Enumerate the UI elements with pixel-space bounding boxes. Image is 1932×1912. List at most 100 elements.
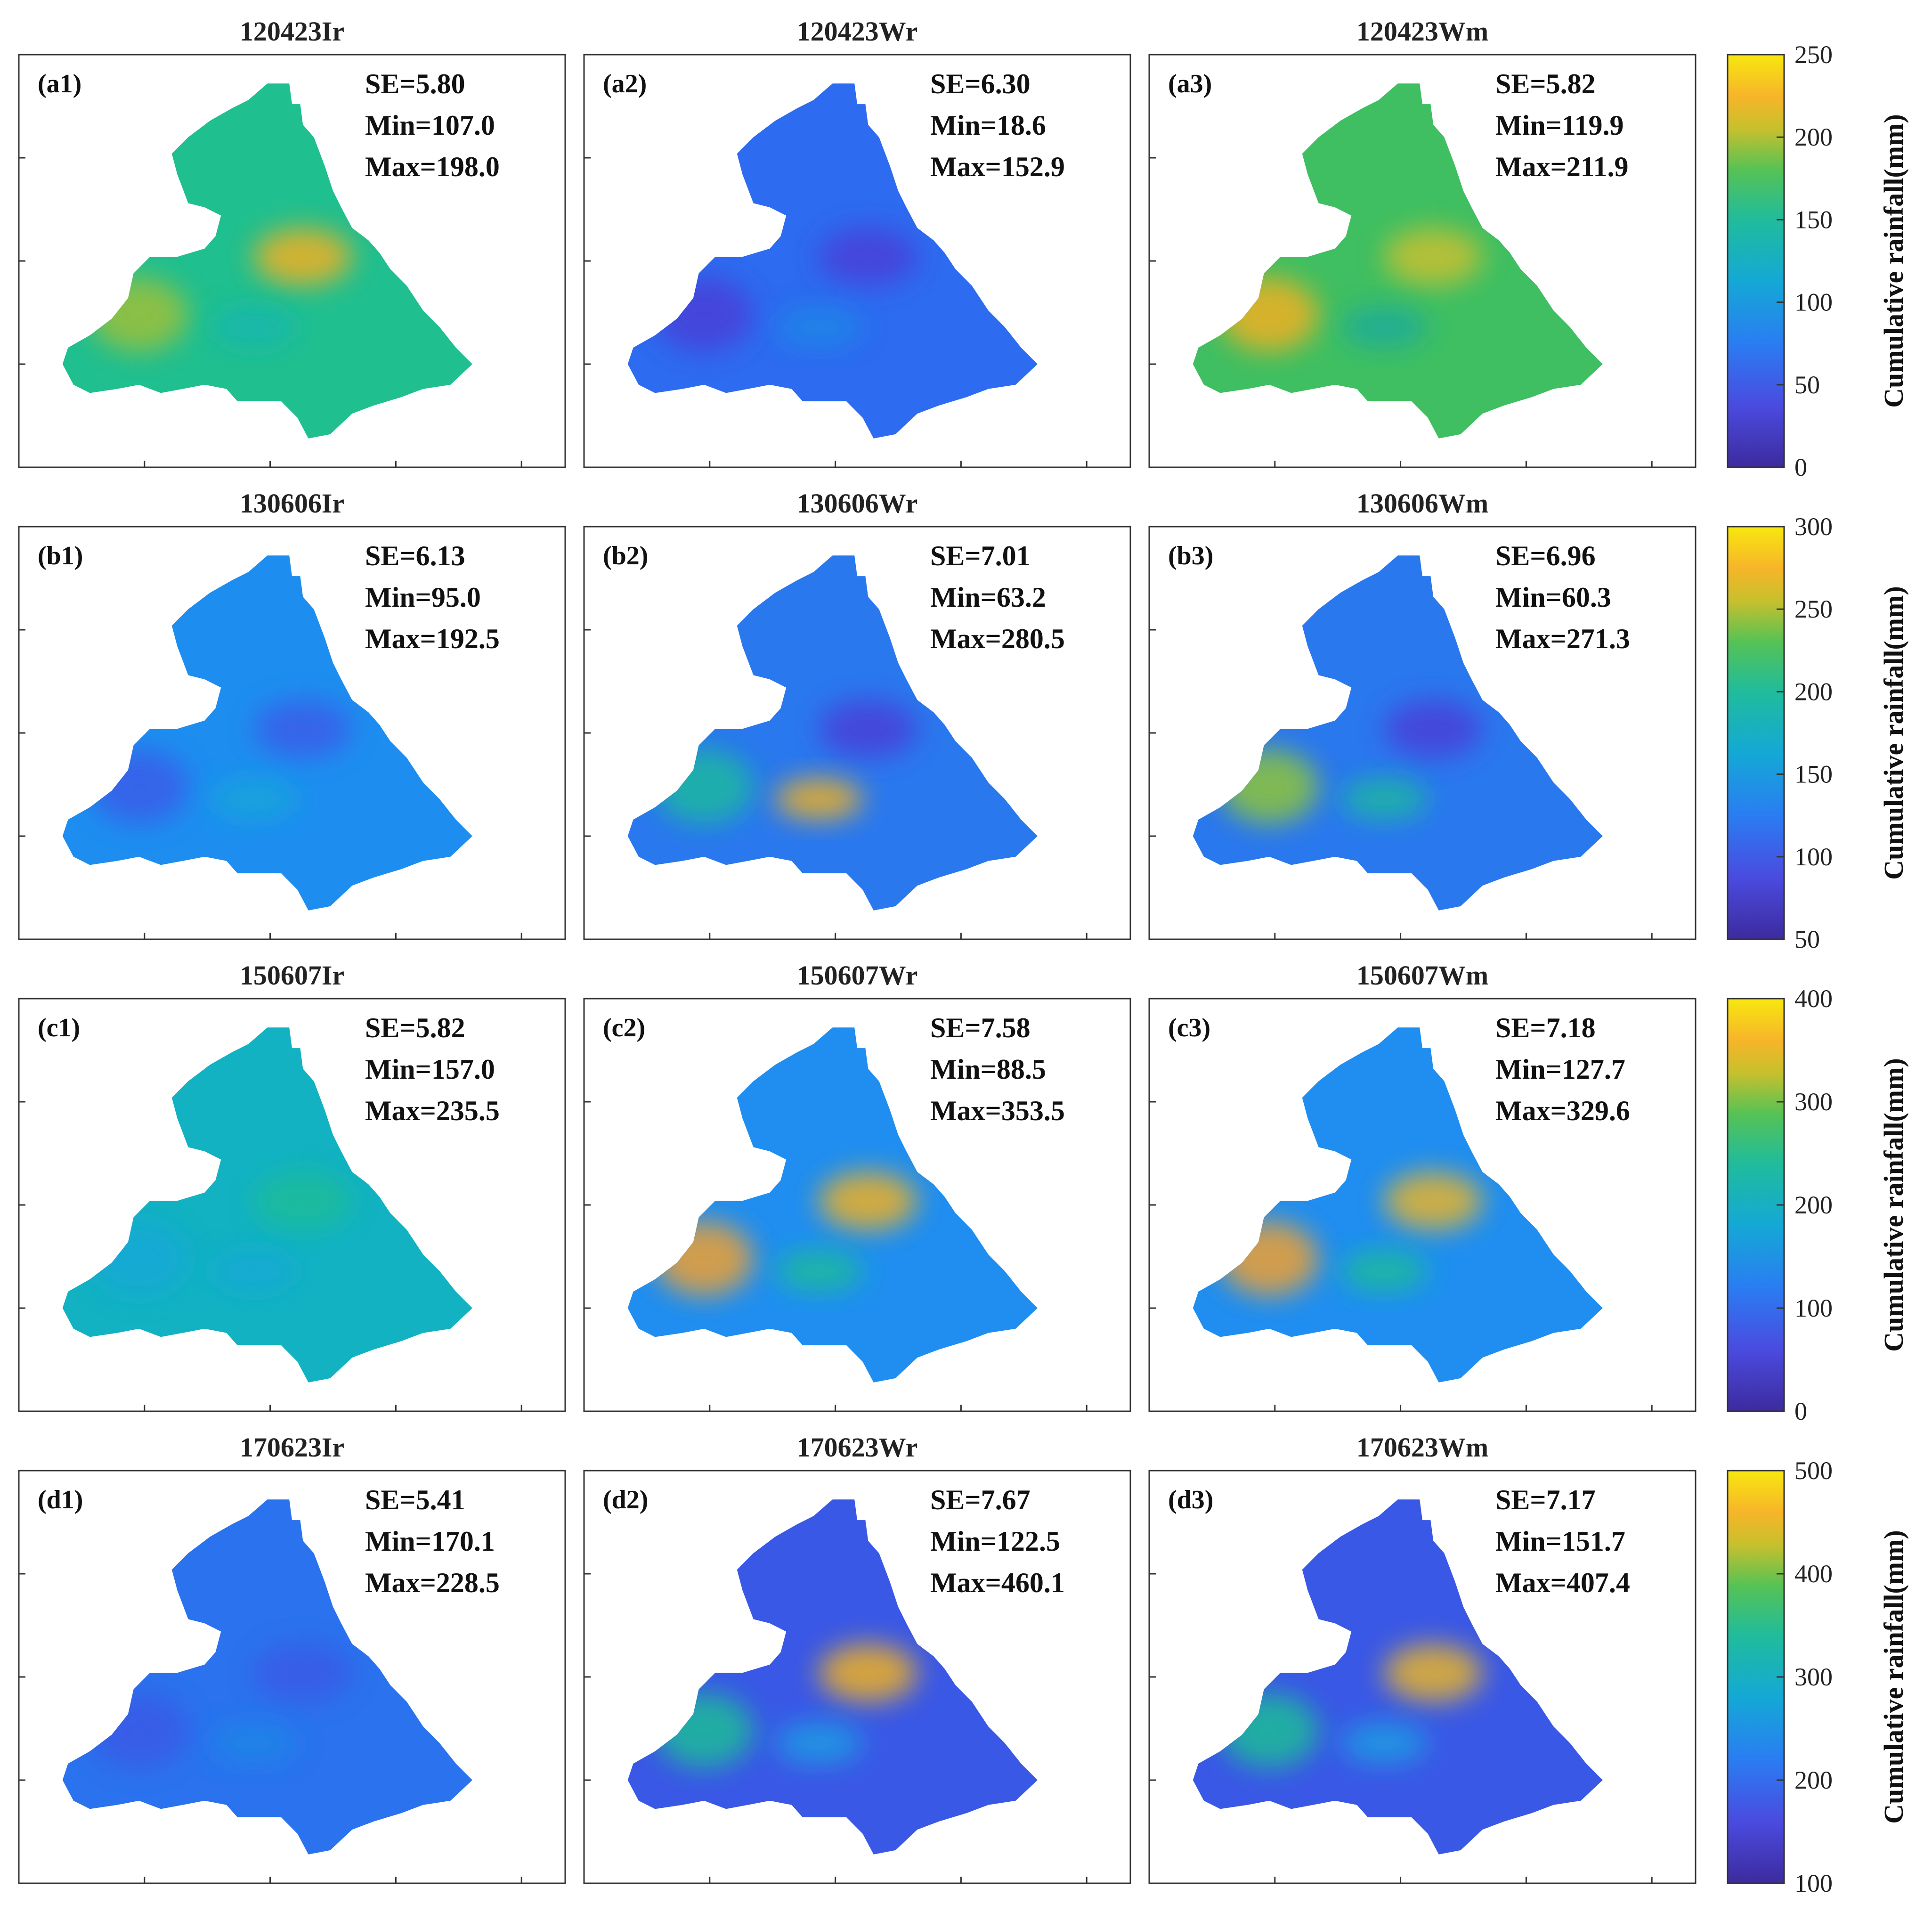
- max-value: Max=198.0: [365, 151, 500, 182]
- map-panel-b3: 130606Wm (b3) SE=6.96 Min=60.3 Max=271.3: [1148, 488, 1697, 940]
- min-value: Min=18.6: [930, 110, 1046, 141]
- panel-label: (a3): [1168, 69, 1212, 98]
- colorbar-gradient: [1727, 54, 1785, 468]
- colorbar-tick-label: 400: [1794, 984, 1833, 1013]
- se-value: SE=6.96: [1495, 540, 1596, 571]
- panel-label: (b3): [1168, 541, 1213, 570]
- colorbar-tick-label: 200: [1794, 677, 1833, 706]
- max-value: Max=407.4: [1495, 1567, 1630, 1598]
- panel-label: (d1): [38, 1485, 83, 1514]
- rainfall-patch: [210, 778, 298, 820]
- colorbar-tick-label: 300: [1794, 513, 1833, 541]
- rainfall-patch: [1384, 1644, 1483, 1702]
- colorbar-label: Cumulative rainfall(mm): [1878, 586, 1909, 879]
- colorbar-tick-label: 400: [1794, 1560, 1833, 1588]
- panel-label: (c2): [603, 1013, 645, 1042]
- panel-label: (c1): [38, 1013, 80, 1042]
- rainfall-patch: [253, 228, 352, 286]
- colorbar-tick-label: 100: [1794, 843, 1833, 871]
- rainfall-patch: [1384, 228, 1483, 286]
- map-panel-d1: 170623Ir (d1) SE=5.41 Min=170.1 Max=228.5: [18, 1432, 566, 1884]
- colorbar-tick-label: 150: [1794, 760, 1833, 789]
- rainfall-patch: [253, 1644, 352, 1702]
- panel-label: (b1): [38, 541, 83, 570]
- map-panel-d3: 170623Wm (d3) SE=7.17 Min=151.7 Max=407.4: [1148, 1432, 1697, 1884]
- max-value: Max=152.9: [930, 151, 1065, 182]
- min-value: Min=63.2: [930, 582, 1046, 613]
- se-value: SE=6.13: [365, 540, 465, 571]
- panel-title: 150607Wm: [1356, 960, 1488, 991]
- colorbar-tick-label: 100: [1794, 1869, 1833, 1897]
- panel-label: (b2): [603, 541, 648, 570]
- colorbar: 0 100 200 300 400 Cumulative rainfall(mm): [1727, 984, 1909, 1425]
- map-panel-a3: 120423Wm (a3) SE=5.82 Min=119.9 Max=211.9: [1148, 16, 1697, 468]
- panel-title: 170623Ir: [240, 1432, 344, 1463]
- se-value: SE=5.80: [365, 68, 465, 99]
- rainfall-patch: [1384, 700, 1483, 758]
- colorbar-tick-label: 250: [1794, 41, 1833, 69]
- min-value: Min=88.5: [930, 1054, 1046, 1085]
- map-panel-c3: 150607Wm (c3) SE=7.18 Min=127.7 Max=329.6: [1148, 960, 1697, 1412]
- panel-label: (d3): [1168, 1485, 1213, 1514]
- max-value: Max=271.3: [1495, 623, 1630, 654]
- rainfall-patch: [819, 1644, 917, 1702]
- panel-title: 120423Wr: [797, 16, 918, 47]
- max-value: Max=235.5: [365, 1095, 500, 1126]
- rainfall-patch: [1384, 1172, 1483, 1230]
- colorbar-tick-label: 250: [1794, 595, 1833, 623]
- colorbar-tick-label: 0: [1794, 1397, 1807, 1425]
- rainfall-patch: [210, 1250, 298, 1292]
- rainfall-patch: [775, 1250, 863, 1292]
- panel-title: 150607Ir: [240, 960, 344, 991]
- map-panel-a1: 120423Ir (a1) SE=5.80 Min=107.0 Max=198.0: [18, 16, 566, 468]
- panel-label: (a1): [38, 69, 81, 98]
- colorbar-gradient: [1727, 526, 1785, 940]
- colorbar-label: Cumulative rainfall(mm): [1878, 1058, 1909, 1351]
- rainfall-patch: [819, 228, 917, 286]
- se-value: SE=5.82: [1495, 68, 1596, 99]
- panel-title: 170623Wm: [1356, 1432, 1488, 1463]
- rainfall-patch: [775, 306, 863, 348]
- panel-title: 120423Ir: [240, 16, 344, 47]
- panel-label: (a2): [603, 69, 647, 98]
- min-value: Min=60.3: [1495, 582, 1611, 613]
- rainfall-patch: [1340, 306, 1428, 348]
- min-value: Min=107.0: [365, 110, 495, 141]
- colorbar-tick-label: 300: [1794, 1663, 1833, 1691]
- max-value: Max=329.6: [1495, 1095, 1630, 1126]
- se-value: SE=7.01: [930, 540, 1031, 571]
- rainfall-patch: [775, 778, 863, 820]
- colorbar-tick-label: 100: [1794, 288, 1833, 317]
- se-value: SE=7.67: [930, 1484, 1031, 1515]
- map-panel-b2: 130606Wr (b2) SE=7.01 Min=63.2 Max=280.5: [583, 488, 1131, 940]
- min-value: Min=95.0: [365, 582, 481, 613]
- min-value: Min=122.5: [930, 1526, 1060, 1557]
- map-panel-c1: 150607Ir (c1) SE=5.82 Min=157.0 Max=235.5: [18, 960, 566, 1412]
- rainfall-patch: [775, 1722, 863, 1764]
- rainfall-patch: [253, 1172, 352, 1230]
- max-value: Max=211.9: [1495, 151, 1629, 182]
- map-panel-b1: 130606Ir (b1) SE=6.13 Min=95.0 Max=192.5: [18, 488, 566, 940]
- colorbar-tick-label: 300: [1794, 1088, 1833, 1116]
- map-panel-c2: 150607Wr (c2) SE=7.58 Min=88.5 Max=353.5: [583, 960, 1131, 1412]
- panel-title: 120423Wm: [1356, 16, 1488, 47]
- panel-title: 130606Ir: [240, 488, 344, 519]
- se-value: SE=6.30: [930, 68, 1031, 99]
- rainfall-patch: [819, 1172, 917, 1230]
- se-value: SE=5.82: [365, 1012, 465, 1043]
- colorbar-tick-label: 50: [1794, 371, 1820, 399]
- colorbar: 50 100 150 200 250 300 Cumulative rainfall(mm): [1727, 513, 1909, 953]
- min-value: Min=127.7: [1495, 1054, 1625, 1085]
- colorbar-gradient: [1727, 998, 1785, 1412]
- map-panel-a2: 120423Wr (a2) SE=6.30 Min=18.6 Max=152.9: [583, 16, 1131, 468]
- min-value: Min=151.7: [1495, 1526, 1625, 1557]
- se-value: SE=7.18: [1495, 1012, 1596, 1043]
- colorbar: 100 200 300 400 500 Cumulative rainfall(mm): [1727, 1456, 1909, 1897]
- colorbar: 0 50 100 150 200 250 Cumulative rainfall(mm): [1727, 41, 1909, 481]
- max-value: Max=228.5: [365, 1567, 500, 1598]
- rainfall-patch: [819, 700, 917, 758]
- colorbar-tick-label: 150: [1794, 205, 1833, 234]
- se-value: SE=5.41: [365, 1484, 465, 1515]
- colorbar-label: Cumulative rainfall(mm): [1878, 114, 1909, 407]
